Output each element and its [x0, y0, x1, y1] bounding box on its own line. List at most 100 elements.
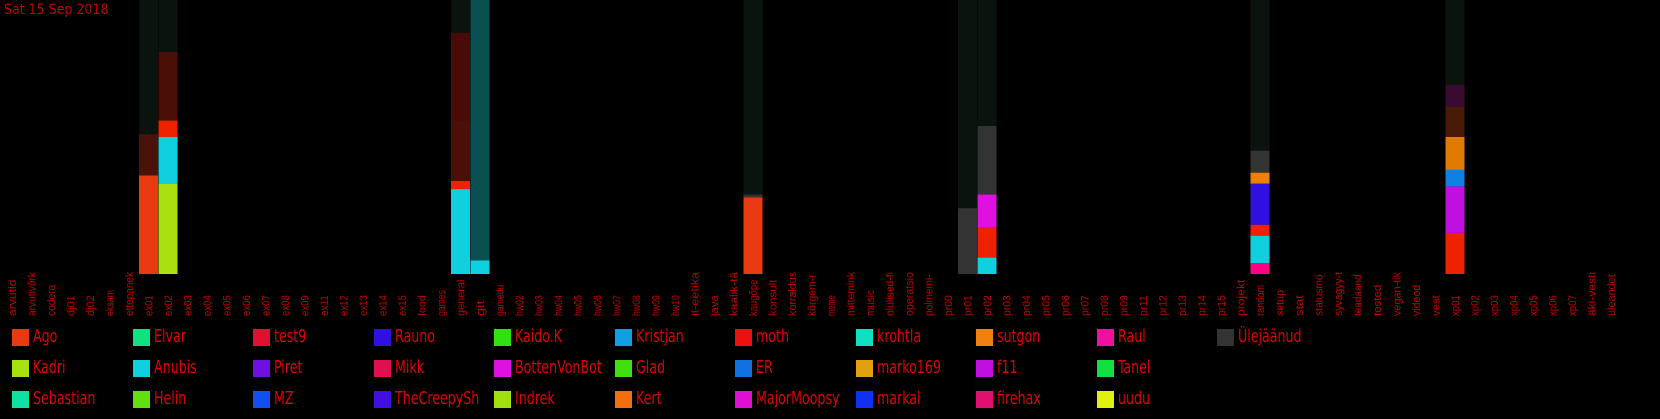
legend-label: markal — [876, 388, 921, 409]
legend-item: Kaido.K — [494, 326, 612, 348]
tick-label-pr00: pr00 — [943, 295, 955, 316]
tick-label-pr08: pr08 — [1099, 295, 1111, 316]
legend-swatch — [12, 391, 29, 408]
bar-segment-general-Ago — [451, 180, 470, 190]
legend-item: Kristjan — [614, 326, 733, 348]
tick-label-music: music — [865, 290, 877, 316]
tick-label-videod: videod — [1411, 285, 1423, 316]
legend-label: Raul — [1117, 326, 1146, 347]
legend-swatch — [976, 391, 993, 408]
legend-item: Mikk — [373, 357, 492, 379]
legend-label: test9 — [274, 326, 307, 347]
tick-label-ex02: ex02 — [163, 295, 175, 316]
legend-item: moth — [735, 326, 853, 348]
tick-label-xp05: xp05 — [1528, 295, 1540, 316]
tick-label-pr02: pr02 — [982, 295, 994, 316]
legend-label: krohtla — [876, 326, 921, 347]
bar-segment-ex02-Raul — [158, 52, 178, 121]
legend-item: sutgon — [976, 326, 1094, 348]
legend-label: moth — [756, 326, 789, 347]
legend-swatch — [12, 360, 29, 377]
legend-item: Anubis — [132, 357, 251, 379]
tick-label-pr12: pr12 — [1158, 295, 1170, 316]
legend-item: Tanel — [1096, 357, 1215, 379]
legend-swatch — [1217, 329, 1234, 346]
bar-segment-pr02-BottenVonBot — [977, 194, 997, 228]
legend-label: MZ — [274, 388, 294, 409]
tick-label-kõrgem-r: kõrgem-r — [807, 274, 819, 316]
legend-item: Ülejäänud — [1217, 326, 1335, 348]
tick-label-olulised-fi: olulised-fi — [885, 272, 897, 316]
tick-label-pr03: pr03 — [1002, 295, 1014, 316]
legend-label: marko169 — [876, 357, 941, 378]
legend-label: Piret — [274, 357, 303, 378]
tick-label-xp03: xp03 — [1489, 295, 1501, 316]
legend-swatch — [976, 360, 993, 377]
bar-segment-xp01-Elvar — [1445, 84, 1465, 107]
legend-label: MajorMoopsy — [756, 388, 840, 409]
legend-swatch — [976, 329, 993, 346]
legend-item: firehax — [976, 388, 1094, 410]
bar-segment-ex02-moth — [158, 120, 178, 137]
bar-segment-random-Raul — [1250, 263, 1270, 274]
legend-label: Ago — [33, 326, 58, 347]
tick-label-ex12: ex12 — [339, 295, 351, 316]
bar-segment-kaugõpe-Ago — [743, 197, 763, 274]
legend-item: Glad — [614, 357, 733, 379]
tick-label-ex11: ex11 — [319, 295, 331, 316]
tick-label-xp04: xp04 — [1509, 295, 1521, 316]
tick-label-ex06: ex06 — [241, 295, 253, 316]
stacked-bar-chart: arvutid arvutivõrk codera dj01 dj02 eksam ette… — [7, 0, 1618, 317]
legend-swatch — [494, 391, 511, 408]
legend-swatch — [494, 329, 511, 346]
bar-segment-general-moth — [451, 120, 470, 181]
legend-item: krohtla — [855, 326, 974, 348]
tick-label-codera: codera — [46, 284, 58, 316]
legend-label: Indrek — [515, 388, 555, 409]
legend-item: Sebastian — [12, 388, 130, 410]
tick-label-dj01: dj01 — [66, 295, 78, 316]
tick-label-ex03: ex03 — [183, 295, 195, 316]
tick-label-java: java — [709, 294, 721, 317]
tick-label-general: general — [456, 280, 468, 316]
tick-label-üleandet: üleandet — [1606, 274, 1618, 316]
legend-swatch — [373, 391, 391, 408]
legend-swatch — [1096, 360, 1114, 377]
legend-item: MZ — [253, 388, 371, 410]
legend-swatch — [132, 329, 150, 346]
tick-label-ex07: ex07 — [261, 295, 273, 316]
bar-segment-xp01-moth — [1445, 232, 1465, 274]
legend-label: Kadri — [33, 357, 66, 378]
tick-label-meme: meme — [826, 295, 838, 316]
legend-swatch — [373, 329, 391, 346]
legend-swatch — [614, 391, 632, 408]
bar-segment-random-Rauno — [1250, 183, 1270, 225]
legend-label: Kristjan — [635, 326, 684, 347]
bar-segment-random-Ülejäänud — [1250, 150, 1270, 173]
tick-label-dj02: dj02 — [85, 295, 97, 316]
bar-segment-ex01-Ago — [139, 175, 158, 274]
bar-segment-xp01-Kristjan — [1445, 169, 1465, 187]
tick-label-syvagyy-t: syvagyy-t — [1333, 272, 1345, 316]
bar-segment-general-Anubis — [451, 189, 470, 274]
legend-label: Glad — [635, 357, 665, 378]
tick-label-polmemi-: polmemi- — [924, 274, 936, 316]
bar-segment-pr02-Anubis — [977, 257, 997, 274]
tick-label-hw04: hw04 — [553, 295, 565, 316]
tick-label-xp07: xp07 — [1567, 295, 1579, 316]
tick-label-xp02: xp02 — [1470, 295, 1482, 316]
tick-label-arvutivõrk: arvutivõrk — [27, 272, 39, 316]
tick-label-ex01: ex01 — [144, 295, 156, 316]
tick-label-kaugõpe: kaugõpe — [748, 280, 760, 316]
legend-label: BottenVonBot — [515, 357, 602, 378]
tick-label-ex14: ex14 — [378, 295, 390, 316]
legend-swatch — [1096, 391, 1114, 408]
tick-label-food: food — [417, 295, 429, 316]
legend-swatch — [132, 360, 150, 377]
legend-swatch — [735, 391, 752, 408]
bar-track-pr01 — [958, 0, 977, 274]
legend-item: ER — [735, 357, 853, 379]
tick-label-hw09: hw09 — [651, 295, 663, 316]
legend-label: f11 — [997, 357, 1018, 378]
legend-label: Kaido.K — [515, 326, 563, 347]
